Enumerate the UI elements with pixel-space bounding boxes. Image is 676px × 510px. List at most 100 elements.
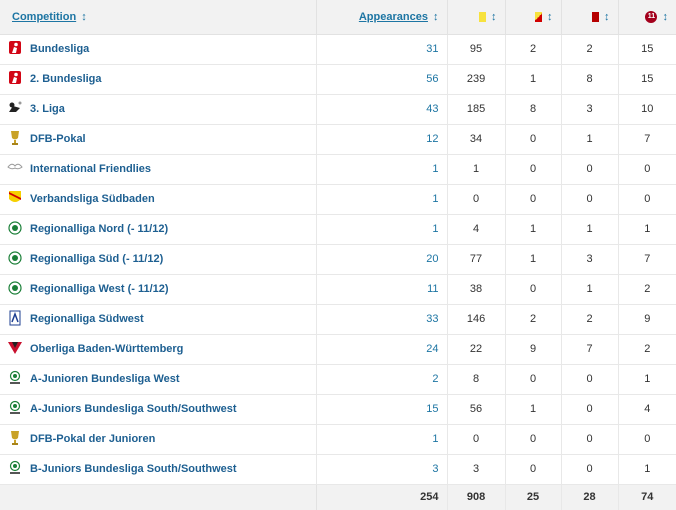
competition-logo-cell[interactable] [0,214,28,245]
competition-link[interactable]: A-Junioren Bundesliga West [30,373,180,385]
competition-logo-cell[interactable] [0,124,28,155]
competition-logo-cell[interactable] [0,304,28,335]
red-cards-header[interactable]: ↕ [561,0,619,35]
junioren-bundesliga-logo-icon[interactable] [6,460,24,478]
table-row: 3. Liga 43 185 8 3 10 [0,94,676,125]
appearances-link[interactable]: 20 [426,253,439,265]
competition-link[interactable]: 3. Liga [30,103,65,115]
bundesliga-logo-icon[interactable] [6,40,24,58]
competition-name-cell: Bundesliga [28,34,317,65]
starting-eleven-icon: 11 [645,10,658,23]
appearances-link[interactable]: 3 [432,463,439,475]
appearances-link[interactable]: 1 [432,193,439,205]
yellow-cards-cell: 0 [447,424,506,455]
yellow-red-cards-header[interactable]: ↕ [505,0,562,35]
red-cards-cell: 7 [561,334,619,365]
junioren-bundesliga-logo-icon[interactable] [6,370,24,388]
red-cards-cell: 2 [561,34,619,65]
appearances-link[interactable]: 33 [426,313,439,325]
yellow-red-cards-cell: 0 [505,154,562,185]
sort-icon[interactable]: ↕ [81,10,87,23]
competition-logo-cell[interactable] [0,364,28,395]
competition-logo-cell[interactable] [0,244,28,275]
competition-name-cell: 3. Liga [28,94,317,125]
competition-header[interactable]: Competition ↕ [0,0,317,35]
3-liga-logo-icon[interactable] [6,100,24,118]
competition-logo-cell[interactable] [0,64,28,95]
appearances-link[interactable]: 24 [426,343,439,355]
sort-icon[interactable]: ↕ [604,10,610,23]
competition-link[interactable]: DFB-Pokal der Junioren [30,433,156,445]
competition-link[interactable]: 2. Bundesliga [30,73,102,85]
red-cards-cell: 0 [561,424,619,455]
sort-icon[interactable]: ↕ [547,10,553,23]
appearances-link[interactable]: 15 [426,403,439,415]
competition-link[interactable]: Verbandsliga Südbaden [30,193,155,205]
verbandsliga-logo-icon[interactable] [6,190,24,208]
competition-link[interactable]: B-Juniors Bundesliga South/Southwest [30,463,237,475]
table-row: International Friendlies 1 1 0 0 0 [0,154,676,185]
dfb-pokal-logo-icon[interactable] [6,430,24,448]
yellow-red-cards-cell: 9 [505,334,562,365]
appearances-link[interactable]: 11 [427,283,439,295]
competition-logo-cell[interactable] [0,94,28,125]
competition-name-cell: Oberliga Baden-Württemberg [28,334,317,365]
dfb-pokal-logo-icon[interactable] [6,130,24,148]
dfb-logo-icon[interactable] [6,280,24,298]
appearances-sort-link[interactable]: Appearances [358,10,428,23]
competition-logo-cell[interactable] [0,334,28,365]
appearances-link[interactable]: 1 [432,223,439,235]
appearances-link[interactable]: 12 [426,133,439,145]
2-bundesliga-logo-icon[interactable] [6,70,24,88]
yellow-red-cards-cell: 1 [505,64,562,95]
appearances-cell: 33 [316,304,448,335]
competition-logo-cell[interactable] [0,454,28,485]
appearances-link[interactable]: 31 [426,43,439,55]
competition-link[interactable]: Regionalliga Süd (- 11/12) [30,253,164,265]
sort-icon[interactable]: ↕ [433,10,439,23]
oberliga-bw-logo-icon[interactable] [6,340,24,358]
competition-link[interactable]: A-Juniors Bundesliga South/Southwest [30,403,237,415]
appearances-cell: 2 [316,364,448,395]
appearances-header[interactable]: Appearances ↕ [316,0,448,35]
competition-name-cell: A-Junioren Bundesliga West [28,364,317,395]
competition-name-cell: A-Juniors Bundesliga South/Southwest [28,394,317,425]
appearances-link[interactable]: 56 [426,73,439,85]
starting-eleven-header[interactable]: 11 ↕ [618,0,676,35]
competition-link[interactable]: International Friendlies [30,163,152,175]
competition-logo-cell[interactable] [0,424,28,455]
competition-link[interactable]: DFB-Pokal [30,133,86,145]
competition-sort-link[interactable]: Competition [12,10,77,23]
appearances-cell: 31 [316,34,448,65]
competition-link[interactable]: Regionalliga Südwest [30,313,144,325]
starting-eleven-cell: 15 [618,34,676,65]
table-row: B-Juniors Bundesliga South/Southwest 3 3 0 0… [0,454,676,485]
sort-icon[interactable]: ↕ [662,10,669,23]
competition-logo-cell[interactable] [0,394,28,425]
competition-logo-cell[interactable] [0,184,28,215]
competition-logo-cell[interactable] [0,154,28,185]
competition-link[interactable]: Oberliga Baden-Württemberg [30,343,184,355]
total-red-cards: 28 [561,483,619,510]
competition-logo-cell[interactable] [0,274,28,305]
appearances-link[interactable]: 1 [432,433,439,445]
competition-logo-cell[interactable] [0,34,28,65]
yellow-card-icon [478,11,486,22]
yellow-red-cards-cell: 0 [505,364,562,395]
competition-link[interactable]: Regionalliga Nord (- 11/12) [30,223,169,235]
competition-link[interactable]: Regionalliga West (- 11/12) [30,283,169,295]
appearances-link[interactable]: 43 [426,103,439,115]
competition-link[interactable]: Bundesliga [30,43,90,55]
regionalliga-suedwest-logo-icon[interactable] [6,310,24,328]
dfb-logo-icon[interactable] [6,220,24,238]
appearances-link[interactable]: 2 [432,373,439,385]
international-friendlies-logo-icon[interactable] [6,160,24,178]
yellow-cards-header[interactable]: ↕ [447,0,506,35]
dfb-logo-icon[interactable] [6,250,24,268]
appearances-link[interactable]: 1 [432,163,439,175]
sort-icon[interactable]: ↕ [491,10,497,23]
table-row: Regionalliga Süd (- 11/12) 20 77 1 3 7 [0,244,676,275]
junioren-bundesliga-logo-icon[interactable] [6,400,24,418]
appearances-cell: 15 [316,394,448,425]
